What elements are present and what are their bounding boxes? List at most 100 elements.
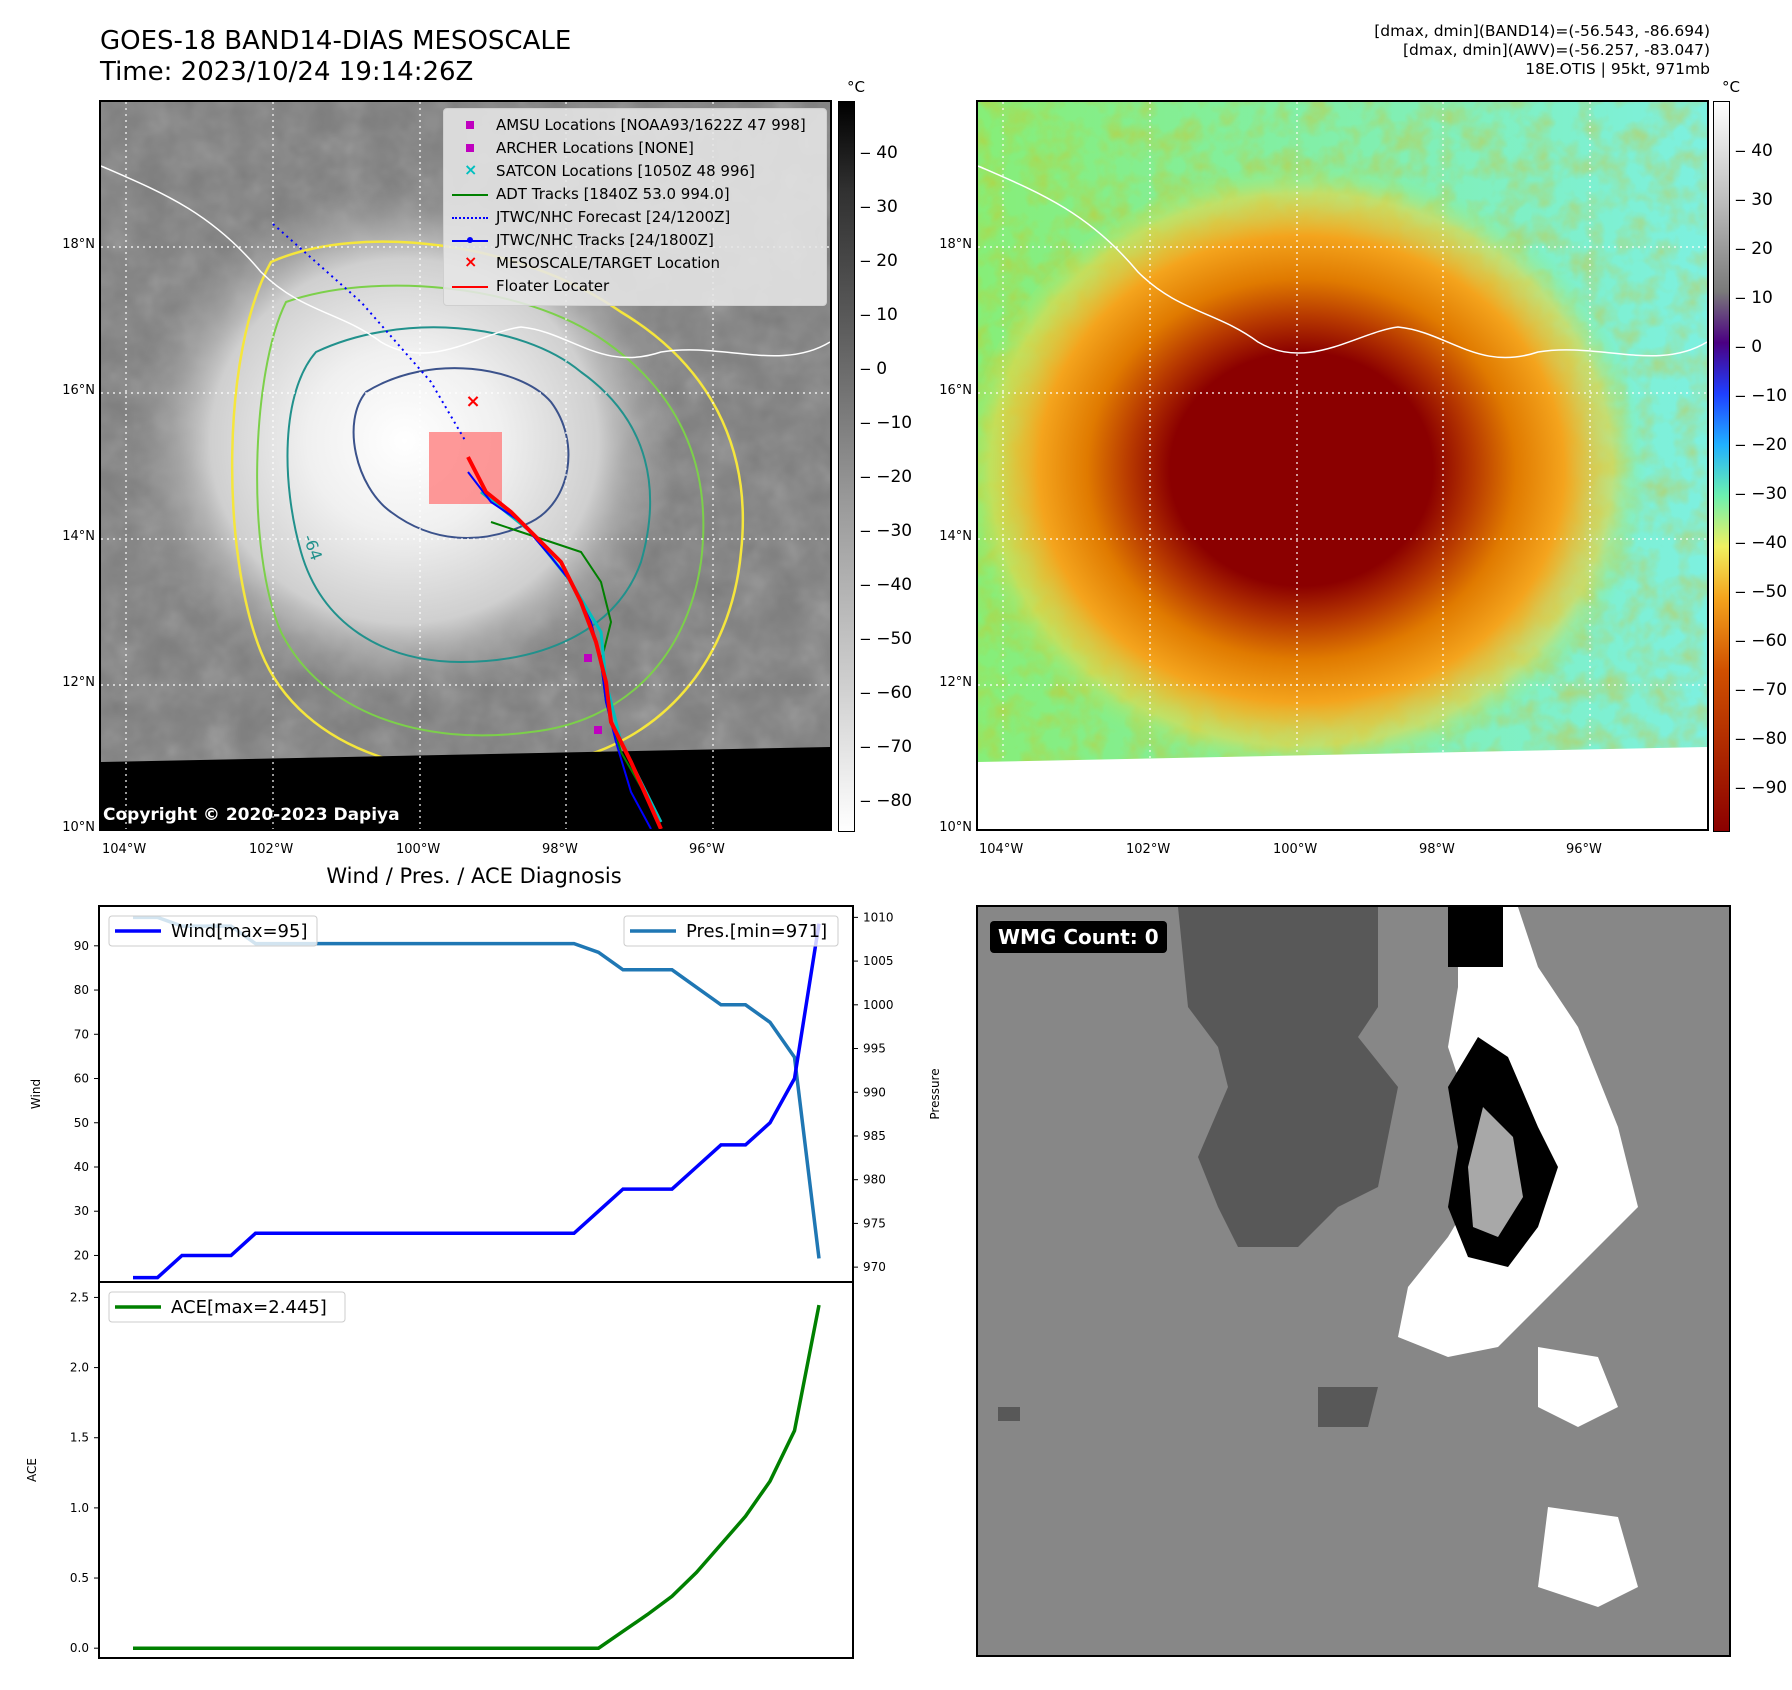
colorbar-tick: ‒ −20 xyxy=(860,467,913,487)
diagnosis-title: Wind / Pres. / ACE Diagnosis xyxy=(326,864,622,888)
colorbar-tick: ‒ 20 xyxy=(860,251,898,271)
ace-line xyxy=(133,1304,821,1650)
legend-label: JTWC/NHC Tracks [24/1800Z] xyxy=(496,231,714,249)
forecast-track xyxy=(272,223,467,443)
wmg-panel: WMG Count: 0 xyxy=(976,905,1731,1657)
pressure-ytick-label: 990 xyxy=(863,1085,886,1099)
ir-colorbar-unit: °C xyxy=(847,78,865,96)
ace-legend-box xyxy=(108,1291,346,1323)
lon-label: 98°W xyxy=(1419,842,1455,857)
wind-ytick-label: 70 xyxy=(74,1027,89,1041)
legend-label: MESOSCALE/TARGET Location xyxy=(496,254,721,272)
color-lat-labels: 18°N 16°N 14°N 12°N 10°N xyxy=(917,100,972,835)
legend-swatch xyxy=(452,142,488,154)
wmg-white-patch1 xyxy=(1538,1347,1618,1427)
pressure-ytick-label: 1005 xyxy=(863,954,894,968)
lat-label: 10°N xyxy=(62,820,95,835)
legend-item: AMSU Locations [NOAA93/1622Z 47 998] xyxy=(444,115,824,135)
ace-ytick-label: 2.0 xyxy=(70,1361,89,1375)
lon-label: 100°W xyxy=(396,842,441,857)
wind-ytick-label: 60 xyxy=(74,1072,89,1086)
diagnosis-chart: 20 30 40 50 60 70 80 90 970 975 980 985 990 995 1000 10… xyxy=(25,905,942,1659)
color-gridlines xyxy=(978,102,1707,829)
colorbar-tick: ‒ −80 xyxy=(1735,729,1788,749)
colorbar-tick: ‒ −30 xyxy=(860,521,913,541)
contour-navy xyxy=(352,367,570,539)
ace-ytick-label: 0.5 xyxy=(70,1571,89,1585)
legend-item: Floater Locater xyxy=(444,276,824,296)
color-colorbar-unit: °C xyxy=(1722,78,1740,96)
lon-label: 102°W xyxy=(249,842,294,857)
pressure-ytick-label: 970 xyxy=(863,1260,886,1274)
copyright: Copyright © 2020-2023 Dapiya xyxy=(103,805,400,825)
ace-legend-label: ACE[max=2.445] xyxy=(171,1297,327,1318)
ir-lon-labels: 104°W 102°W 100°W 98°W 96°W xyxy=(99,842,832,862)
legend-swatch: × xyxy=(464,252,478,271)
pressure-ytick-label: 995 xyxy=(863,1042,886,1056)
coastline xyxy=(101,165,830,359)
legend-item: ARCHER Locations [NONE] xyxy=(444,138,824,158)
ace-ytick-label: 1.0 xyxy=(70,1501,89,1515)
ir-colorbar-ticks: ‒ 40 ‒ 30 ‒ 20 ‒ 10 ‒ 0 ‒ −10 ‒ −20 ‒ −30 ‒ −40 ‒… xyxy=(860,101,920,830)
wind-legend-label: Wind[max=95] xyxy=(171,921,308,942)
lat-label: 18°N xyxy=(62,237,95,252)
wmg-svg xyxy=(998,907,1638,1607)
wind-axis-label: Wind xyxy=(29,1079,43,1109)
colorbar-tick: ‒ −10 xyxy=(1735,386,1788,406)
colorbar-tick: ‒ −90 xyxy=(1735,778,1788,798)
colorbar-tick: ‒ −50 xyxy=(1735,582,1788,602)
lat-label: 16°N xyxy=(62,383,95,398)
colorbar-tick: ‒ −40 xyxy=(1735,533,1788,553)
ace-ytick-label: 0.0 xyxy=(70,1641,89,1655)
colorbar-tick: ‒ −30 xyxy=(1735,484,1788,504)
wmg-count-badge: WMG Count: 0 xyxy=(990,921,1167,953)
colorbar-tick: ‒ −60 xyxy=(1735,631,1788,651)
target-marker: × xyxy=(465,391,480,412)
wind-line xyxy=(133,923,821,1280)
pressure-ytick-label: 1010 xyxy=(863,910,894,924)
legend-swatch xyxy=(452,211,488,223)
colorbar-tick: ‒ 20 xyxy=(1735,239,1773,259)
wmg-core xyxy=(1468,1107,1523,1237)
color-storm xyxy=(978,162,1683,802)
wmg-dark-dot xyxy=(998,1407,1020,1421)
info-block: [dmax, dmin](BAND14)=(-56.543, -86.694) … xyxy=(1010,22,1710,79)
lon-label: 98°W xyxy=(542,842,578,857)
info-band14: [dmax, dmin](BAND14)=(-56.543, -86.694) xyxy=(1374,22,1710,40)
contour-green xyxy=(256,284,705,737)
jtwc-track xyxy=(467,471,652,829)
legend-item: JTWC/NHC Tracks [24/1800Z] xyxy=(444,230,824,250)
wmg-top-block xyxy=(1448,907,1503,967)
color-map-svg xyxy=(978,102,1707,829)
color-ir-map xyxy=(976,100,1709,831)
color-coastline xyxy=(978,165,1707,359)
color-lon-labels: 104°W 102°W 100°W 98°W 96°W xyxy=(976,842,1709,862)
colorbar-tick: ‒ −70 xyxy=(1735,680,1788,700)
ir-colorbar xyxy=(838,101,855,832)
wind-ytick-label: 80 xyxy=(74,983,89,997)
lon-label: 102°W xyxy=(1126,842,1171,857)
ace-axes-frame xyxy=(98,1281,854,1659)
legend-swatch xyxy=(452,119,488,131)
lat-label: 14°N xyxy=(939,529,972,544)
colorbar-tick: ‒ −50 xyxy=(860,629,913,649)
info-storm: 18E.OTIS | 95kt, 971mb xyxy=(1525,60,1710,78)
no-data-strip xyxy=(101,747,830,829)
ace-axis-label: ACE xyxy=(25,1458,39,1482)
legend-item: ADT Tracks [1840Z 53.0 994.0] xyxy=(444,184,824,204)
colorbar-tick: ‒ −80 xyxy=(860,791,913,811)
colorbar-tick: ‒ 10 xyxy=(1735,288,1773,308)
lon-label: 104°W xyxy=(979,842,1024,857)
colorbar-tick: ‒ −10 xyxy=(860,413,913,433)
pressure-ytick-label: 980 xyxy=(863,1173,886,1187)
floater-locater-track xyxy=(466,456,663,829)
ace-ytick-label: 2.5 xyxy=(70,1290,89,1304)
color-colorbar xyxy=(1713,101,1730,832)
figure-title: GOES-18 BAND14-DIAS MESOSCALE xyxy=(100,26,572,56)
wind-ytick-label: 90 xyxy=(74,939,89,953)
legend-item: JTWC/NHC Forecast [24/1200Z] xyxy=(444,207,824,227)
legend-label: SATCON Locations [1050Z 48 996] xyxy=(496,162,755,180)
lon-label: 100°W xyxy=(1273,842,1318,857)
pressure-axis-label: Pressure xyxy=(928,1068,942,1119)
colorbar-tick: ‒ 10 xyxy=(860,305,898,325)
